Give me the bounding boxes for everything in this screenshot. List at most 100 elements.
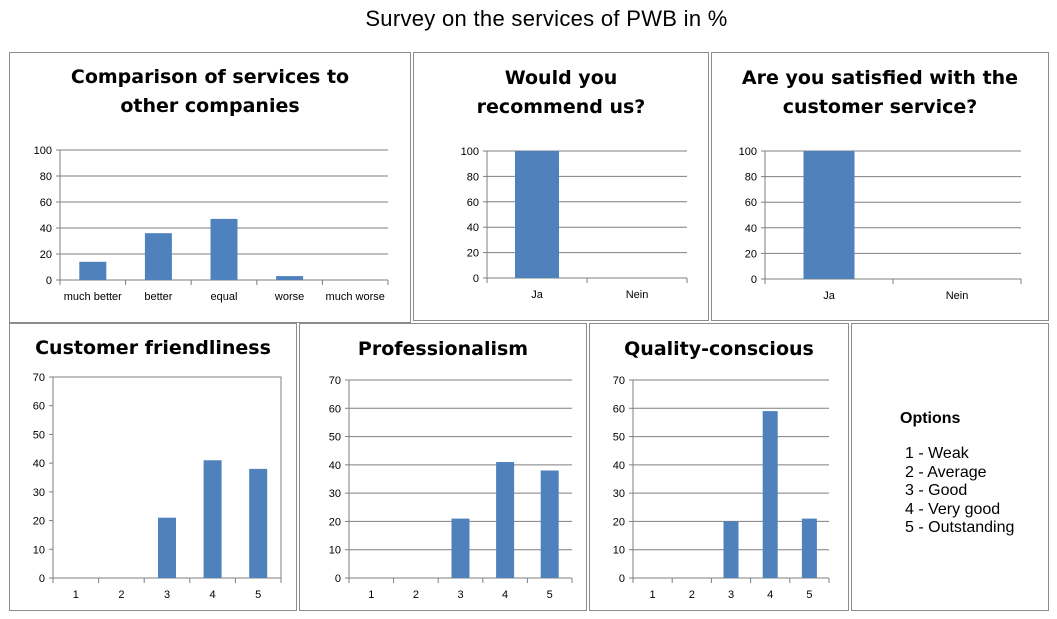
y-tick-label: 30 <box>329 488 341 500</box>
bar-chart-friendliness: 0 10 20 30 40 50 60 70 1 2 3 4 5 <box>33 372 282 601</box>
y-tick-label: 40 <box>329 460 341 472</box>
y-tick-label: 70 <box>329 375 341 387</box>
y-tick-label: 20 <box>40 249 52 261</box>
bar <box>515 151 559 278</box>
bar <box>144 233 172 280</box>
x-tick-label: better <box>144 291 172 303</box>
x-tick-label: 5 <box>255 589 261 601</box>
x-tick-label: 1 <box>73 589 79 601</box>
bar <box>801 518 817 578</box>
y-tick-label: 0 <box>335 573 341 585</box>
chart-title: Are you satisfied with the customer serv… <box>741 67 1019 118</box>
x-tick-label: 2 <box>413 589 419 601</box>
bar <box>803 151 855 279</box>
y-tick-label: 40 <box>33 458 45 470</box>
y-tick-label: 30 <box>613 488 625 500</box>
bar <box>276 276 304 280</box>
y-tick-label: 20 <box>613 516 625 528</box>
y-tick-label: 10 <box>329 545 341 557</box>
y-tick-label: 60 <box>745 197 757 209</box>
y-tick-label: 60 <box>613 403 625 415</box>
y-tick-label: 50 <box>329 432 341 444</box>
x-tick-label: 2 <box>118 589 124 601</box>
bar <box>723 521 739 578</box>
y-tick-label: 100 <box>739 146 757 158</box>
y-tick-label: 60 <box>467 197 479 209</box>
chart-title: Would you recommend us? <box>476 67 646 118</box>
bar <box>203 460 222 578</box>
bar <box>210 218 238 280</box>
y-tick-label: 40 <box>745 223 757 235</box>
chart-title: Customer friendliness <box>35 337 271 359</box>
y-tick-label: 80 <box>40 171 52 183</box>
x-tick-label: Ja <box>531 289 544 301</box>
x-tick-label: 4 <box>767 589 773 601</box>
y-tick-label: 50 <box>613 432 625 444</box>
x-tick-label: 3 <box>728 589 734 601</box>
option-item: 5 - Outstanding <box>905 519 1015 536</box>
page-title: Survey on the services of PWB in % <box>365 6 728 31</box>
y-tick-label: 40 <box>467 222 479 234</box>
x-tick-label: worse <box>274 291 304 303</box>
x-tick-label: 5 <box>806 589 812 601</box>
x-tick-label: 3 <box>164 589 170 601</box>
x-tick-label: Nein <box>946 290 969 302</box>
option-item: 4 - Very good <box>905 500 1001 518</box>
x-tick-label: 4 <box>210 589 216 601</box>
chart-panel-friendliness: Customer friendliness 0 10 20 30 40 50 60 70 1 2 3… <box>9 323 297 611</box>
bar-chart-satisfied: 0 20 40 60 80 100 Ja Nein <box>739 146 1022 302</box>
y-tick-label: 10 <box>33 544 45 556</box>
y-tick-label: 20 <box>33 516 45 528</box>
y-tick-label: 50 <box>33 429 45 441</box>
x-tick-label: 1 <box>368 589 374 601</box>
y-tick-label: 100 <box>34 145 52 157</box>
options-title: Options <box>900 410 961 427</box>
y-tick-label: 60 <box>329 403 341 415</box>
y-tick-label: 20 <box>329 516 341 528</box>
y-tick-label: 60 <box>40 197 52 209</box>
y-tick-label: 0 <box>619 573 625 585</box>
y-tick-label: 0 <box>46 275 52 287</box>
chart-panel-recommend: Would you recommend us? 0 20 40 60 80 100 Ja Ne… <box>413 52 709 321</box>
bar <box>79 261 107 280</box>
y-tick-label: 70 <box>613 375 625 387</box>
x-tick-label: 2 <box>689 589 695 601</box>
y-tick-label: 0 <box>39 573 45 585</box>
x-tick-label: Ja <box>823 290 836 302</box>
chart-panel-satisfied: Are you satisfied with the customer serv… <box>711 52 1049 321</box>
x-tick-label: 1 <box>650 589 656 601</box>
chart-title: Comparison of services to other companie… <box>70 66 350 117</box>
x-tick-label: much worse <box>326 291 385 303</box>
y-tick-label: 20 <box>467 248 479 260</box>
options-list: 1 - Weak 2 - Average 3 - Good 4 - Very g… <box>905 445 1014 538</box>
y-tick-label: 40 <box>40 223 52 235</box>
y-tick-label: 40 <box>613 460 625 472</box>
bar <box>540 470 559 578</box>
bar <box>762 411 778 578</box>
option-item: 1 - Weak <box>905 445 969 462</box>
y-tick-label: 10 <box>613 545 625 557</box>
y-tick-label: 0 <box>751 274 757 286</box>
options-legend-panel: Options 1 - Weak 2 - Average 3 - Good 4 … <box>851 323 1049 611</box>
chart-title: Professionalism <box>357 338 529 360</box>
bar-chart-comparison: 0 20 40 60 80 100 much better better equal worse m… <box>34 145 389 303</box>
bar <box>158 517 176 578</box>
option-item: 2 - Average <box>905 463 987 481</box>
x-tick-label: 4 <box>502 589 508 601</box>
chart-panel-comparison: Comparison of services to other companie… <box>9 52 411 323</box>
y-tick-label: 60 <box>33 401 45 413</box>
bar-chart-professionalism: 0 10 20 30 40 50 60 70 1 2 3 4 5 <box>329 375 573 601</box>
bar-chart-quality: 0 10 20 30 40 50 60 70 1 2 3 4 5 <box>613 375 830 601</box>
chart-title: Quality-conscious <box>624 338 814 360</box>
y-tick-label: 0 <box>473 273 479 285</box>
y-tick-label: 30 <box>33 487 45 499</box>
bar-chart-recommend: 0 20 40 60 80 100 Ja Nein <box>461 146 688 301</box>
x-tick-label: equal <box>211 291 238 303</box>
chart-panel-professionalism: Professionalism 0 10 20 30 40 50 60 70 1 2 3 4 5 <box>299 323 587 611</box>
x-tick-label: much better <box>64 291 122 303</box>
x-tick-label: 5 <box>547 589 553 601</box>
bar <box>496 462 515 578</box>
y-tick-label: 80 <box>745 172 757 184</box>
y-tick-label: 70 <box>33 372 45 384</box>
option-item: 3 - Good <box>905 482 968 499</box>
